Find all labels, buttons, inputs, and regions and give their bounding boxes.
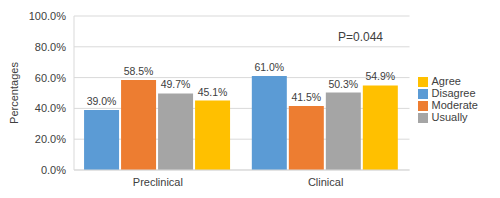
html-text:Disagree: Disagree: [431, 86, 476, 99]
svg-text:Clinical: Clinical: [308, 176, 343, 188]
svg-text:0.0%: 0.0%: [41, 164, 66, 176]
svg-text:20.0%: 20.0%: [35, 133, 66, 145]
svg-text:50.3%: 50.3%: [328, 78, 358, 90]
html-text:Agree: Agree: [431, 74, 461, 87]
svg-text:40.0%: 40.0%: [35, 102, 66, 114]
svg-text:39.0%: 39.0%: [87, 95, 117, 107]
html-text:Moderate: Moderate: [431, 99, 478, 111]
svg-text:58.5%: 58.5%: [124, 65, 154, 77]
html-text:Usually: Usually: [431, 111, 468, 124]
svg-text:41.5%: 41.5%: [291, 91, 321, 103]
svg-text:60.0%: 60.0%: [35, 72, 66, 84]
svg-text:45.1%: 45.1%: [198, 86, 228, 98]
svg-text:80.0%: 80.0%: [35, 41, 66, 53]
html-text:P=0.044: P=0.044: [338, 30, 383, 44]
svg-text:100.0%: 100.0%: [29, 10, 67, 22]
svg-text:61.0%: 61.0%: [254, 61, 284, 73]
svg-text:49.7%: 49.7%: [161, 78, 191, 90]
svg-text:54.9%: 54.9%: [365, 70, 395, 82]
svg-text:Preclinical: Preclinical: [133, 176, 183, 188]
svg-text:Percentages: Percentages: [8, 62, 20, 124]
